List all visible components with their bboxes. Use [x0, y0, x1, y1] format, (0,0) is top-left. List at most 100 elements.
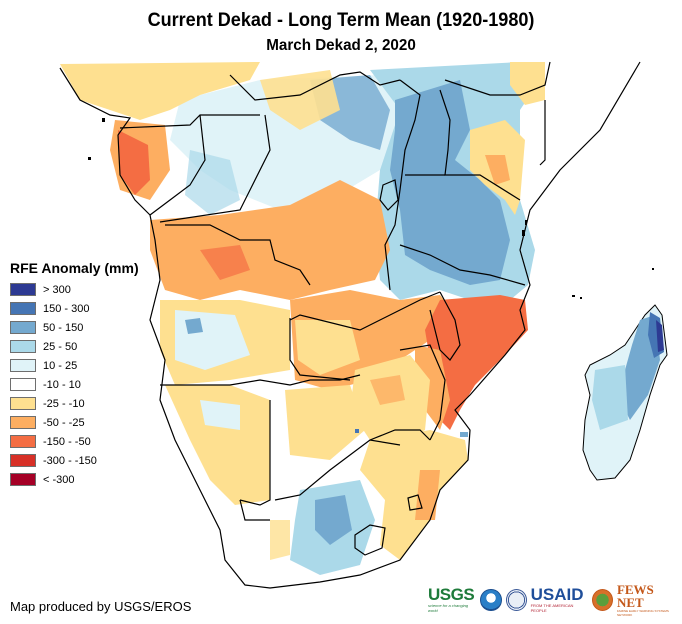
- border-mozambique-zimbabwe: [399, 344, 446, 441]
- border-kenya-north: [444, 61, 551, 96]
- island-comoros-2: [580, 297, 582, 299]
- border-lesotho: [354, 524, 386, 556]
- legend-swatch: [10, 454, 36, 467]
- patch-blue-2: [460, 432, 468, 437]
- legend-item: 150 - 300: [8, 299, 139, 318]
- border-namibia-botswana: [239, 400, 271, 506]
- region-horn-white: [540, 62, 640, 170]
- legend-label: < -300: [43, 473, 75, 486]
- coastline: [59, 61, 641, 589]
- legend-swatch: [10, 321, 36, 334]
- fews-globe-icon: [591, 589, 613, 611]
- border-rwanda-burundi: [379, 179, 399, 211]
- credit-text: Map produced by USGS/EROS: [10, 599, 192, 614]
- region-zimbabwe-orange: [370, 375, 405, 405]
- legend-label: 25 - 50: [43, 340, 78, 353]
- border-uganda-kenya: [439, 89, 521, 201]
- usaid-logo: USAID FROM THE AMERICAN PEOPLE: [530, 585, 588, 613]
- country-borders: [59, 61, 641, 589]
- region-mozambique-red: [425, 295, 528, 430]
- legend-swatch: [10, 378, 36, 391]
- region-zambia-light: [295, 320, 360, 375]
- border-zambia-north: [289, 291, 441, 331]
- island-zanzibar: [522, 230, 525, 236]
- region-cameroon-dry: [60, 62, 260, 120]
- legend-swatch: [10, 473, 36, 486]
- border-drc-east: [384, 79, 421, 291]
- legend-label: -300 - -150: [43, 454, 97, 467]
- border-car: [229, 71, 401, 101]
- fews-logo: FEWS NET FAMINE EARLY WARNING SYSTEMS NE…: [617, 583, 682, 617]
- region-sa-west-dry: [270, 520, 290, 560]
- island-sao-tome: [88, 157, 91, 160]
- legend-label: -50 - -25: [43, 416, 85, 429]
- legend-swatch: [10, 302, 36, 315]
- region-gabon-red: [118, 130, 150, 195]
- usgs-logo: USGS science for a changing world: [428, 585, 476, 613]
- legend-swatch: [10, 283, 36, 296]
- region-sa-east-dry: [360, 430, 468, 560]
- legend-label: -25 - -10: [43, 397, 85, 410]
- region-light-blue-west: [185, 150, 240, 215]
- region-sa-highveld-blue: [315, 495, 352, 545]
- border-angola-zambia: [289, 318, 351, 381]
- usgs-tagline: science for a changing world: [428, 603, 469, 613]
- border-cameroon-gabon: [119, 114, 260, 129]
- map-subtitle: March Dekad 2, 2020: [266, 37, 416, 54]
- border-zimbabwe-sa: [369, 429, 431, 441]
- legend-item: 50 - 150: [8, 318, 139, 337]
- usaid-tagline: FROM THE AMERICAN PEOPLE: [530, 603, 574, 613]
- border-congo: [149, 114, 206, 216]
- region-namibia-dry: [165, 385, 270, 505]
- legend-item: -150 - -50: [8, 432, 139, 451]
- legend-item: 25 - 50: [8, 337, 139, 356]
- legend-label: > 300: [43, 283, 71, 296]
- border-eswatini: [407, 494, 423, 511]
- logo-bar: USGS science for a changing world USAID …: [428, 583, 682, 617]
- island-comoros-1: [572, 295, 575, 297]
- legend: RFE Anomaly (mm) > 300 150 - 300 50 - 150 2…: [8, 260, 139, 489]
- patch-blue-1: [355, 429, 359, 433]
- region-kenya-orange: [485, 155, 510, 185]
- border-botswana-sa: [274, 439, 401, 501]
- legend-label: -10 - 10: [43, 378, 81, 391]
- border-sa-namibia: [239, 499, 270, 521]
- border-drc-west: [159, 114, 271, 223]
- madagascar-ne-darkblue: [656, 320, 664, 352]
- madagascar-mid-light: [592, 365, 628, 430]
- islands: [88, 118, 654, 299]
- legend-swatch: [10, 397, 36, 410]
- island-seychelles: [652, 268, 654, 270]
- legend-item: < -300: [8, 470, 139, 489]
- legend-swatch: [10, 359, 36, 372]
- fews-tagline: FAMINE EARLY WARNING SYSTEMS NETWORK: [616, 609, 669, 617]
- island-bioko: [102, 118, 105, 122]
- usaid-seal-icon: [505, 589, 527, 611]
- legend-label: 10 - 25: [43, 359, 78, 372]
- legend-swatch: [10, 435, 36, 448]
- usgs-wordmark: USGS: [428, 585, 475, 604]
- legend-item: -50 - -25: [8, 413, 139, 432]
- fews-wordmark: FEWS NET: [616, 582, 654, 610]
- border-angola-drc: [165, 224, 311, 286]
- legend-item: -300 - -150: [8, 451, 139, 470]
- legend-item: -10 - 10: [8, 375, 139, 394]
- noaa-logo-icon: [480, 589, 502, 611]
- usaid-wordmark: USAID: [530, 585, 584, 604]
- legend-swatch: [10, 416, 36, 429]
- region-botswana-mixed: [285, 385, 365, 460]
- legend-label: -150 - -50: [43, 435, 91, 448]
- region-ethiopia-dry: [510, 62, 545, 105]
- region-namibia-lightblue: [200, 400, 240, 430]
- legend-label: 150 - 300: [43, 302, 90, 315]
- border-tanzania-south: [399, 244, 526, 286]
- legend-label: 50 - 150: [43, 321, 84, 334]
- region-east-africa-blue: [390, 80, 510, 285]
- border-malawi: [429, 291, 461, 361]
- region-angola-red: [200, 245, 250, 280]
- legend-item: > 300: [8, 280, 139, 299]
- anomaly-map: [59, 61, 668, 589]
- map-title: Current Dekad - Long Term Mean (1920-198…: [147, 10, 535, 31]
- border-kenya-somalia: [539, 100, 546, 166]
- island-pemba: [525, 220, 527, 225]
